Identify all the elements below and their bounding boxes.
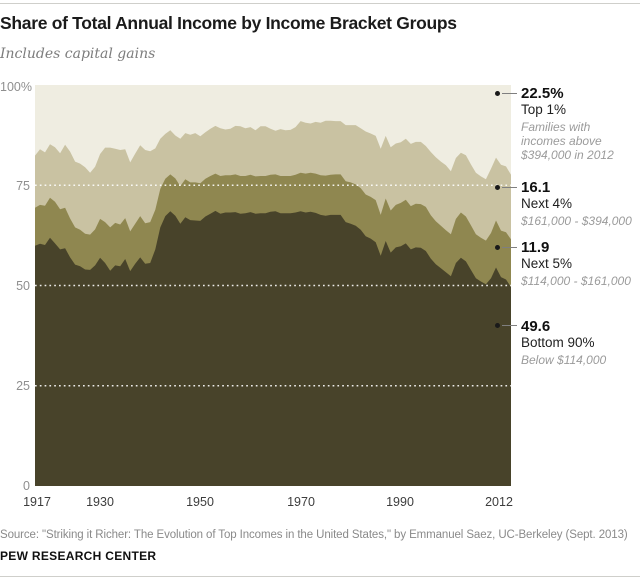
y-tick-25: 25	[16, 379, 30, 393]
annotation-top1: 22.5% Top 1% Families with incomes above…	[521, 86, 640, 163]
annotation-next5: 11.9 Next 5% $114,000 - $161,000	[521, 240, 640, 288]
annotation-group: Top 1%	[521, 102, 567, 117]
x-tick-1917: 1917	[23, 495, 51, 509]
x-tick-1950: 1950	[186, 495, 214, 509]
annotation-group: Bottom 90%	[521, 335, 595, 350]
annotation-note: $114,000 - $161,000	[521, 274, 631, 289]
bottom-divider	[0, 576, 640, 577]
y-tick-100: 100%	[0, 80, 32, 94]
annotation-note: $161,000 - $394,000	[521, 214, 632, 229]
annotation-leader-next4	[502, 187, 517, 189]
annotation-dot-next5	[495, 245, 500, 250]
annotation-value: 49.6	[521, 318, 551, 335]
x-tick-1930: 1930	[86, 495, 114, 509]
annotation-leader-top1	[502, 92, 517, 94]
top-divider	[0, 3, 640, 4]
annotation-note: Below $114,000	[521, 353, 607, 368]
chart-subtitle: Includes capital gains	[0, 46, 156, 62]
x-tick-2012: 2012	[485, 495, 513, 509]
annotation-group: Next 4%	[521, 196, 573, 211]
annotation-value: 11.9	[521, 239, 550, 256]
pew-research-center-brand: PEW RESEARCH CENTER	[0, 549, 157, 563]
x-tick-1970: 1970	[287, 495, 315, 509]
source-note: Source: "Striking it Richer: The Evoluti…	[0, 529, 628, 541]
annotation-leader-next5	[502, 247, 517, 249]
y-tick-75: 75	[16, 179, 30, 193]
annotation-group: Next 5%	[521, 256, 573, 271]
x-tick-1990: 1990	[386, 495, 414, 509]
annotation-dot-bottom90	[495, 323, 500, 328]
annotation-next4: 16.1 Next 4% $161,000 - $394,000	[521, 180, 640, 228]
annotation-value: 22.5%	[521, 85, 564, 102]
annotation-value: 16.1	[521, 179, 551, 196]
annotation-leader-bottom90	[502, 325, 517, 327]
stacked-area-plot	[35, 85, 511, 486]
y-tick-0: 0	[23, 479, 30, 493]
page-title: Share of Total Annual Income by Income B…	[0, 13, 457, 33]
annotation-dot-top1	[495, 90, 500, 96]
annotation-bottom90: 49.6 Bottom 90% Below $114,000	[521, 319, 640, 367]
y-tick-50: 50	[16, 279, 30, 293]
annotation-dot-next4	[495, 185, 500, 190]
annotation-note: Families with incomes above $394,000 in …	[521, 120, 614, 163]
